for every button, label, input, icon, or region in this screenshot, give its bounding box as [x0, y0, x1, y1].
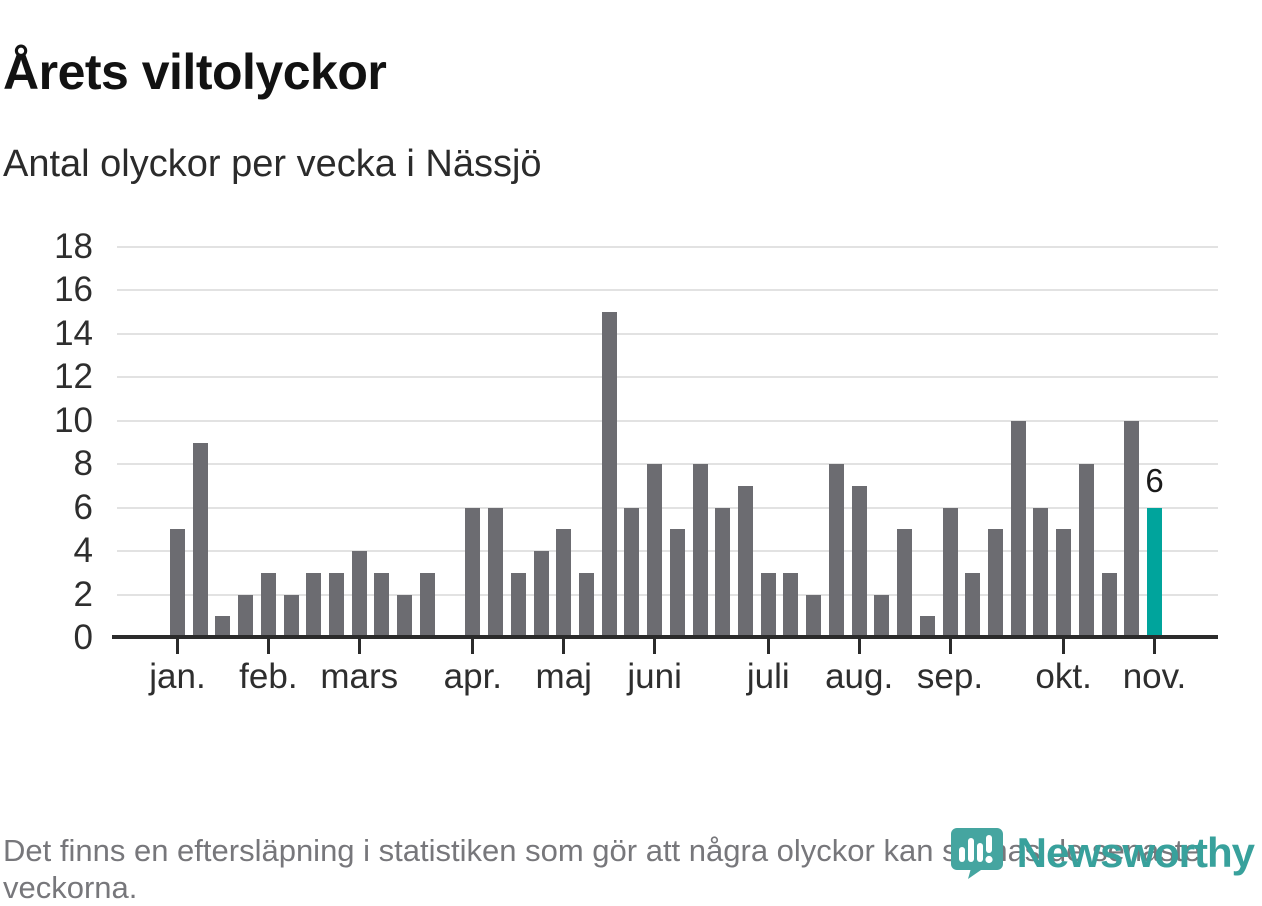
bar [397, 594, 413, 638]
bar [170, 529, 185, 638]
y-axis-label: 6 [73, 487, 93, 527]
x-axis-label: feb. [239, 657, 298, 696]
bar [942, 507, 958, 638]
gridline [117, 463, 1218, 466]
bar [647, 464, 663, 638]
x-axis-label: apr. [443, 657, 503, 696]
bar [465, 507, 481, 638]
x-axis-tick [266, 639, 270, 654]
y-axis-label: 4 [73, 531, 93, 571]
y-axis-label: 14 [54, 313, 93, 353]
bar [851, 485, 867, 638]
bar [783, 572, 799, 638]
x-axis-tick [1062, 639, 1066, 654]
y-axis-label: 16 [54, 270, 93, 310]
gridline [117, 550, 1218, 553]
bar [1056, 529, 1072, 638]
newsworthy-wordmark: Newsworthy [1016, 829, 1255, 876]
bar [1124, 420, 1140, 638]
bar [419, 572, 435, 638]
bar [1078, 464, 1094, 638]
x-axis-label: maj [535, 657, 592, 696]
x-axis-label: mars [320, 657, 399, 696]
bar [624, 507, 640, 638]
bar [601, 312, 617, 638]
newsworthy-speech-bubble-icon [950, 828, 1003, 879]
bar [1010, 420, 1026, 638]
x-axis-label: aug. [825, 657, 894, 696]
bar [965, 572, 981, 638]
bar [488, 507, 504, 638]
bar [351, 551, 367, 638]
gridline [117, 289, 1218, 292]
x-axis-tick [176, 639, 179, 654]
y-axis-label: 12 [54, 357, 93, 397]
bar [806, 594, 822, 638]
bar [692, 464, 708, 638]
y-axis-label: 10 [54, 400, 93, 440]
x-axis-label: okt. [1035, 657, 1092, 696]
y-axis-label: 18 [54, 227, 93, 266]
bar [897, 529, 913, 638]
y-axis-label: 0 [73, 618, 93, 657]
bar [715, 507, 731, 638]
x-axis-tick [357, 639, 361, 654]
gridline [117, 506, 1218, 509]
bar [987, 529, 1003, 638]
bar [760, 572, 776, 638]
gridline [117, 332, 1218, 335]
bar [374, 572, 390, 638]
x-axis-label: juli [746, 657, 790, 696]
gridline [117, 376, 1218, 379]
bar [260, 572, 276, 638]
x-axis-line [112, 635, 1218, 639]
x-axis-label: sep. [916, 657, 984, 696]
x-axis-label: jan. [149, 657, 206, 696]
x-axis-tick [857, 639, 861, 654]
gridline [117, 593, 1218, 596]
bar [1101, 572, 1117, 638]
bar [874, 594, 890, 638]
bar [283, 594, 299, 638]
highlighted-bar [1147, 507, 1162, 638]
newsworthy-logo: Newsworthy [950, 827, 1255, 879]
x-axis-tick [653, 639, 657, 654]
x-axis-tick [948, 639, 952, 654]
bar [215, 616, 231, 638]
bar-value-label: 6 [1145, 461, 1164, 499]
x-axis-tick [1153, 639, 1156, 654]
y-axis-label: 2 [73, 574, 93, 614]
y-axis-label: 8 [73, 444, 93, 484]
chart-subtitle: Antal olyckor per vecka i Nässjö [3, 143, 542, 185]
bar [919, 616, 935, 638]
bar [1033, 507, 1049, 638]
bar [238, 594, 254, 638]
x-axis-tick [562, 639, 566, 654]
bar [306, 572, 322, 638]
bar-chart: 0 2 4 6 8 10 12 14 16 18 6 jan. feb. mars apr. maj juni j… [54, 227, 1218, 696]
page-title: Årets viltolyckor [3, 43, 387, 100]
bar [510, 572, 526, 638]
gridline [117, 246, 1218, 248]
bar [329, 572, 345, 638]
bar [669, 529, 685, 638]
x-axis-label: juni [627, 657, 682, 696]
bar [578, 572, 594, 638]
bar [192, 442, 208, 638]
x-axis-label: nov. [1122, 657, 1187, 696]
gridline [117, 419, 1218, 422]
x-axis-tick [471, 639, 475, 654]
bar [533, 551, 549, 638]
x-axis-tick [766, 639, 770, 654]
bar [556, 529, 572, 638]
bar [738, 485, 754, 638]
bar [828, 464, 844, 638]
